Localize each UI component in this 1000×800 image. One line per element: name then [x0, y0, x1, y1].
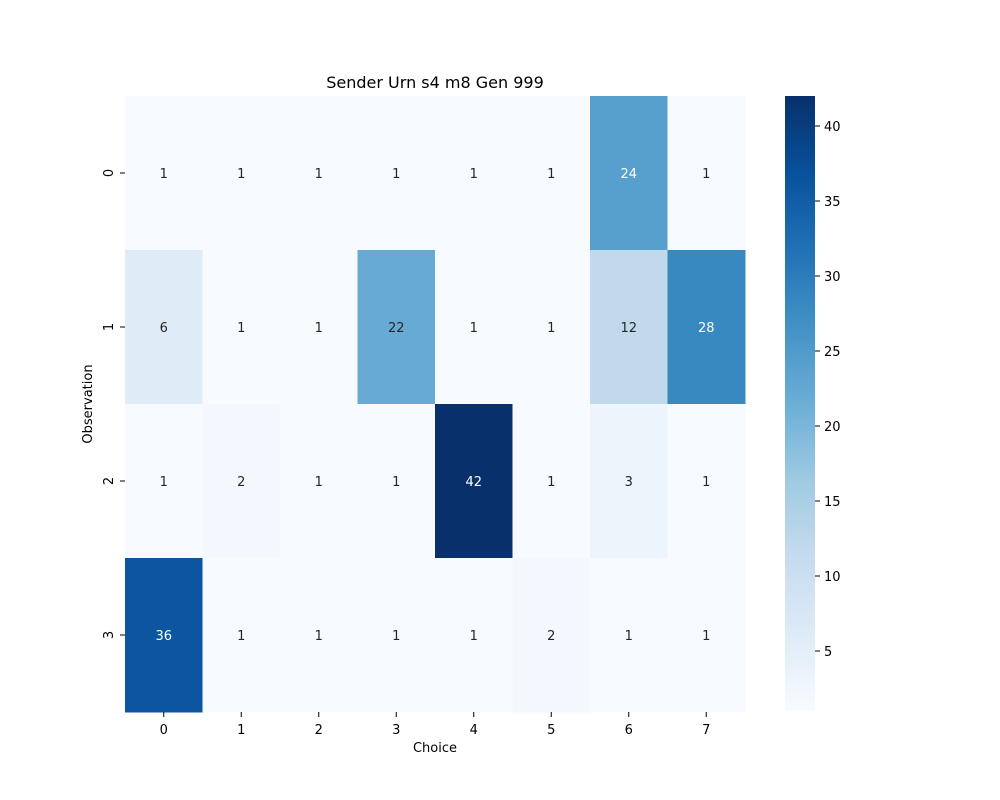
- heatmap-cell-2-0: [125, 404, 203, 559]
- colorbar-tick-label-0: 5: [824, 645, 832, 660]
- heatmap-cell-0-1: [202, 96, 281, 251]
- cell-value-2-4: 42: [465, 475, 482, 490]
- colorbar: [785, 96, 815, 711]
- cell-value-1-2: 1: [315, 321, 323, 336]
- x-tick-label-2: 2: [315, 723, 323, 738]
- cell-value-1-4: 1: [470, 321, 478, 336]
- cell-value-0-5: 1: [547, 167, 555, 182]
- cell-value-2-6: 3: [625, 475, 633, 490]
- colorbar-tick-label-4: 25: [824, 345, 841, 360]
- cell-value-0-4: 1: [470, 167, 478, 182]
- x-axis: 0 1 2 3 4 5 6 7: [160, 712, 710, 738]
- heatmap-cell-1-2: [280, 250, 358, 405]
- cell-value-1-6: 12: [620, 321, 637, 336]
- heatmap-cell-1-6: [590, 250, 668, 405]
- y-tick-label-0: 0: [102, 169, 117, 177]
- heatmap-cell-1-3: [357, 250, 436, 405]
- colorbar-ticks: 5 10 15 20 25 30 35 40: [815, 120, 841, 660]
- heatmap-cells: [125, 96, 746, 713]
- cell-value-1-0: 6: [160, 321, 168, 336]
- heatmap-cell-1-0: [125, 250, 203, 405]
- heatmap-cell-2-2: [280, 404, 358, 559]
- y-tick-label-2: 2: [102, 477, 117, 485]
- colorbar-tick-label-5: 30: [824, 270, 841, 285]
- heatmap-cell-2-1: [202, 404, 281, 559]
- y-axis-label: Observation: [81, 364, 96, 443]
- cell-value-0-0: 1: [160, 167, 168, 182]
- heatmap-cell-0-4: [435, 96, 513, 251]
- cell-value-2-1: 2: [237, 475, 245, 490]
- heatmap-cell-2-6: [590, 404, 668, 559]
- heatmap-cell-3-3: [357, 558, 436, 713]
- cell-value-0-1: 1: [237, 167, 245, 182]
- x-tick-label-3: 3: [392, 723, 400, 738]
- y-tick-label-3: 3: [102, 631, 117, 639]
- x-tick-label-7: 7: [702, 723, 710, 738]
- heatmap-cell-0-3: [357, 96, 436, 251]
- heatmap-cell-3-5: [512, 558, 591, 713]
- heatmap-cell-3-7: [667, 558, 746, 713]
- x-tick-label-4: 4: [470, 723, 478, 738]
- heatmap-cell-2-5: [512, 404, 591, 559]
- cell-value-0-7: 1: [702, 167, 710, 182]
- colorbar-tick-label-3: 20: [824, 420, 841, 435]
- heatmap-cell-1-1: [202, 250, 281, 405]
- x-tick-label-0: 0: [160, 723, 168, 738]
- heatmap-cell-3-2: [280, 558, 358, 713]
- colorbar-tick-label-7: 40: [824, 120, 841, 135]
- heatmap-cell-2-7: [667, 404, 746, 559]
- cell-value-3-1: 1: [237, 629, 245, 644]
- cell-value-2-5: 1: [547, 475, 555, 490]
- cell-value-3-6: 1: [625, 629, 633, 644]
- heatmap-cell-0-6: [590, 96, 668, 251]
- cell-value-2-3: 1: [392, 475, 400, 490]
- cell-value-3-3: 1: [392, 629, 400, 644]
- heatmap-cell-2-4: [435, 404, 513, 559]
- heatmap-cell-labels: 1 1 1 1 1 1 24 16 1 1 22 1 1 12 281 2 1 1 42 1 3 136 1 1 1 1 2 1 1: [155, 167, 714, 644]
- cell-value-1-7: 28: [698, 321, 715, 336]
- heatmap-cell-1-5: [512, 250, 591, 405]
- cell-value-3-5: 2: [547, 629, 555, 644]
- cell-value-3-4: 1: [470, 629, 478, 644]
- heatmap-cell-0-5: [512, 96, 591, 251]
- x-axis-label: Choice: [413, 741, 457, 756]
- heatmap-cell-0-7: [667, 96, 746, 251]
- cell-value-3-0: 36: [155, 629, 172, 644]
- cell-value-2-0: 1: [160, 475, 168, 490]
- heatmap-cell-3-1: [202, 558, 281, 713]
- chart-title: Sender Urn s4 m8 Gen 999: [326, 73, 544, 92]
- heatmap-cell-1-7: [667, 250, 746, 405]
- cell-value-2-7: 1: [702, 475, 710, 490]
- colorbar-tick-label-6: 35: [824, 195, 841, 210]
- cell-value-3-7: 1: [702, 629, 710, 644]
- x-tick-label-5: 5: [547, 723, 555, 738]
- cell-value-2-2: 1: [315, 475, 323, 490]
- cell-value-1-3: 22: [388, 321, 405, 336]
- cell-value-1-1: 1: [237, 321, 245, 336]
- cell-value-0-2: 1: [315, 167, 323, 182]
- cell-value-0-3: 1: [392, 167, 400, 182]
- heatmap-cell-3-6: [590, 558, 668, 713]
- heatmap-cell-0-2: [280, 96, 358, 251]
- x-tick-label-1: 1: [237, 723, 245, 738]
- cell-value-1-5: 1: [547, 321, 555, 336]
- y-axis: 0 1 2 3: [102, 169, 125, 639]
- heatmap-cell-0-0: [125, 96, 203, 251]
- heatmap-cell-3-0: [125, 558, 203, 713]
- x-tick-label-6: 6: [625, 723, 633, 738]
- y-tick-label-1: 1: [102, 323, 117, 331]
- heatmap-cell-2-3: [357, 404, 436, 559]
- cell-value-0-6: 24: [620, 167, 637, 182]
- colorbar-tick-label-1: 10: [824, 570, 841, 585]
- heatmap-cell-1-4: [435, 250, 513, 405]
- cell-value-3-2: 1: [315, 629, 323, 644]
- colorbar-tick-label-2: 15: [824, 495, 841, 510]
- heatmap-cell-3-4: [435, 558, 513, 713]
